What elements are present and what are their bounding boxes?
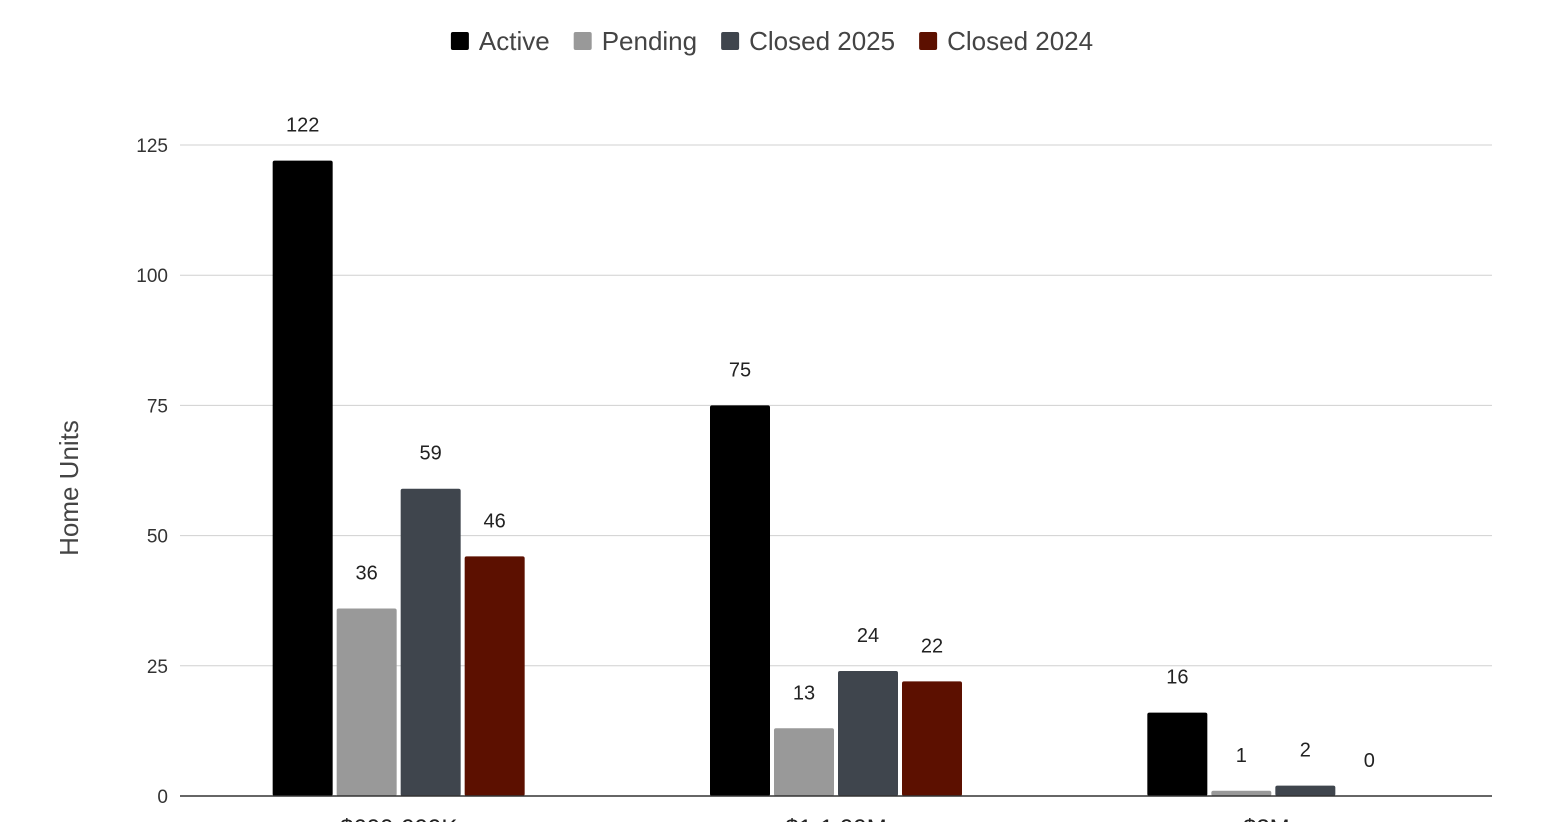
bar (838, 671, 898, 796)
bar (464, 556, 525, 796)
bar-value-label: 13 (793, 682, 815, 704)
bar (710, 405, 770, 796)
chart-legend: Active Pending Closed 2025 Closed 2024 (450, 26, 1093, 56)
legend-swatch (573, 32, 592, 50)
bar (1147, 712, 1208, 796)
legend-item: Active (450, 26, 550, 56)
x-category-label: $1-1.99M (785, 815, 886, 822)
y-tick-label: 25 (147, 657, 168, 678)
bar-value-label: 22 (921, 635, 943, 657)
legend-label: Active (479, 26, 550, 56)
legend-item: Pending (573, 26, 697, 56)
bar (1275, 785, 1336, 796)
bar (902, 681, 962, 796)
bar-value-label: 1 (1236, 745, 1247, 767)
chart-bars (272, 160, 1336, 796)
y-axis-ticks: 0 25 50 75 100 125 (136, 136, 168, 808)
legend-label: Closed 2025 (749, 26, 895, 56)
bar (1211, 790, 1272, 796)
bar-value-label: 2 (1300, 740, 1311, 762)
y-tick-label: 50 (147, 527, 168, 548)
y-tick-label: 125 (136, 136, 168, 157)
bar-value-label: 16 (1166, 667, 1188, 689)
bar-value-label: 36 (356, 563, 378, 585)
bar-value-label: 24 (857, 625, 879, 647)
legend-swatch (450, 32, 469, 50)
bar-value-label: 75 (729, 359, 751, 381)
bar (400, 488, 461, 796)
x-category-label: $600-999K (340, 815, 457, 822)
y-tick-label: 100 (136, 266, 168, 287)
y-tick-label: 75 (147, 396, 168, 417)
bar (774, 728, 834, 796)
bar-value-label: 122 (286, 115, 319, 137)
chart-data-labels: 122 36 59 46 75 13 24 22 16 1 2 0 (286, 115, 1375, 772)
legend-item: Closed 2025 (721, 26, 895, 56)
legend-item: Closed 2024 (919, 26, 1093, 56)
x-category-label: $2M+ (1243, 815, 1304, 822)
bar (336, 608, 397, 796)
x-axis-categories: $600-999K $1-1.99M $2M+ (340, 815, 1304, 822)
y-axis-label: Home Units (54, 420, 84, 556)
chart-gridlines (180, 144, 1492, 667)
bar-value-label: 0 (1364, 750, 1375, 772)
y-tick-label: 0 (157, 787, 168, 808)
legend-label: Closed 2024 (947, 26, 1093, 56)
legend-swatch (721, 32, 740, 50)
bar-value-label: 46 (484, 510, 506, 532)
legend-swatch (919, 32, 938, 50)
legend-label: Pending (602, 26, 697, 56)
bar-value-label: 59 (420, 443, 442, 465)
bar (272, 160, 333, 796)
